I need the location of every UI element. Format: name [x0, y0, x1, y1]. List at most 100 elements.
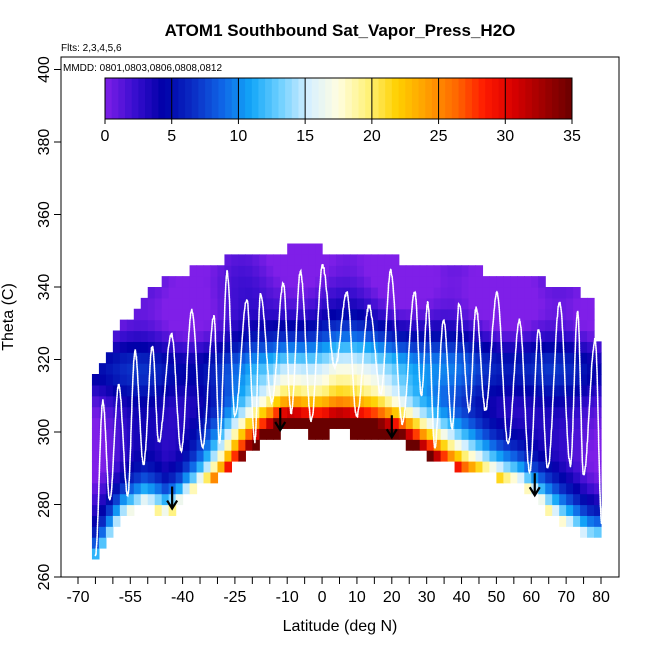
heatmap-cell: [461, 439, 470, 451]
heatmap-cell: [329, 254, 337, 266]
heatmap-cell: [510, 341, 518, 353]
heatmap-cell: [238, 297, 246, 310]
heatmap-cell: [496, 341, 504, 353]
arrows: [166, 408, 541, 511]
heatmap-cell: [426, 450, 435, 462]
colorbar-swatch: [271, 78, 279, 119]
heatmap-cell: [573, 471, 581, 484]
heatmap-cell: [370, 308, 379, 321]
heatmap-cell: [210, 287, 219, 299]
heatmap-cell: [384, 417, 393, 429]
heatmap-cell: [266, 265, 274, 277]
heatmap-cell: [370, 287, 379, 299]
heatmap-cell: [419, 287, 428, 299]
heatmap-cell: [531, 341, 539, 353]
heatmap-cell: [133, 384, 142, 397]
heatmap-cell: [349, 341, 358, 353]
heatmap-cell: [280, 395, 288, 408]
heatmap-cell: [342, 276, 351, 288]
heatmap-cell: [280, 352, 288, 364]
heatmap-cell: [196, 461, 205, 473]
heatmap-cell: [252, 319, 260, 332]
colorbar-swatch: [565, 78, 573, 119]
heatmap-cell: [196, 406, 205, 419]
heatmap-cell: [210, 341, 219, 353]
heatmap-cell: [105, 417, 114, 429]
heatmap-cell: [210, 417, 219, 429]
heatmap-cell: [398, 330, 407, 342]
heatmap-cell: [224, 287, 233, 299]
heatmap-cell: [447, 374, 456, 386]
heatmap-cell: [196, 439, 205, 451]
heatmap-cell: [175, 287, 184, 299]
colorbar-swatch: [218, 78, 226, 119]
heatmap-cell: [105, 471, 114, 484]
heatmap-cell: [496, 450, 504, 462]
heatmap-cell: [440, 406, 449, 419]
y-axis-label: Theta (C): [0, 283, 17, 351]
heatmap-cell: [580, 319, 588, 332]
heatmap-cell: [217, 384, 226, 397]
colorbar-swatch: [445, 78, 453, 119]
heatmap-cell: [475, 352, 484, 364]
heatmap-cell: [545, 504, 553, 516]
heatmap-cell: [301, 406, 309, 419]
heatmap-cell: [154, 417, 163, 429]
heatmap-cell: [412, 395, 421, 408]
heatmap-cell: [182, 428, 191, 440]
heatmap-cell: [412, 363, 421, 375]
heatmap-cell: [224, 363, 233, 375]
heatmap-cell: [161, 297, 170, 310]
heatmap-cell: [454, 287, 463, 299]
heatmap-cell: [377, 297, 386, 310]
heatmap-cell: [510, 384, 518, 397]
heatmap-cell: [370, 384, 379, 397]
heatmap-cell: [217, 287, 226, 299]
heatmap-cell: [140, 471, 149, 484]
heatmap-cell: [377, 363, 386, 375]
heatmap-cell: [433, 330, 442, 342]
heatmap-cell: [224, 308, 233, 321]
heatmap-cell: [545, 439, 553, 451]
heatmap-cell: [294, 276, 302, 288]
heatmap-cell: [315, 363, 323, 375]
heatmap-cell: [524, 330, 532, 342]
heatmap-cell: [105, 352, 114, 364]
flights-note: Flts: 2,3,4,5,6: [61, 43, 122, 54]
heatmap-cell: [461, 319, 470, 332]
heatmap-cell: [594, 515, 602, 527]
colorbar-tick-label: 25: [430, 128, 448, 145]
heatmap-cell: [294, 308, 302, 321]
heatmap-cell: [517, 308, 525, 321]
heatmap-cell: [175, 319, 184, 332]
heatmap-cell: [342, 265, 351, 277]
heatmap-cell: [426, 439, 435, 451]
heatmap-cell: [503, 384, 511, 397]
heatmap-cell: [363, 330, 372, 342]
heatmap-cell: [140, 384, 149, 397]
heatmap-cell: [377, 254, 386, 266]
heatmap-cell: [489, 287, 497, 299]
heatmap-cell: [552, 297, 560, 310]
heatmap-cell: [161, 363, 170, 375]
heatmap-cell: [538, 461, 546, 473]
heatmap-cell: [210, 265, 219, 277]
heatmap-cell: [433, 352, 442, 364]
heatmap-cell: [454, 395, 463, 408]
heatmap-cell: [154, 395, 163, 408]
heatmap-cell: [105, 406, 114, 419]
heatmap-cell: [259, 254, 267, 266]
heatmap-cell: [510, 308, 518, 321]
heatmap-cell: [524, 395, 532, 408]
heatmap-cell: [336, 352, 344, 364]
heatmap-cell: [266, 428, 274, 440]
heatmap-cell: [189, 461, 198, 473]
heatmap-cell: [510, 406, 518, 419]
heatmap-cell: [238, 428, 246, 440]
heatmap-cell: [580, 493, 588, 506]
heatmap-cell: [287, 265, 295, 277]
colorbar-tick-label: 35: [563, 128, 581, 145]
heatmap-cell: [489, 330, 497, 342]
heatmap-cell: [433, 297, 442, 310]
heatmap-cell: [580, 504, 588, 516]
